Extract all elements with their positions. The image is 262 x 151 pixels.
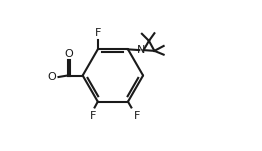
Text: F: F xyxy=(134,111,140,121)
Text: F: F xyxy=(95,28,101,38)
Text: N: N xyxy=(137,45,145,55)
Text: O: O xyxy=(64,49,73,59)
Text: F: F xyxy=(90,111,96,121)
Text: O: O xyxy=(47,72,56,82)
